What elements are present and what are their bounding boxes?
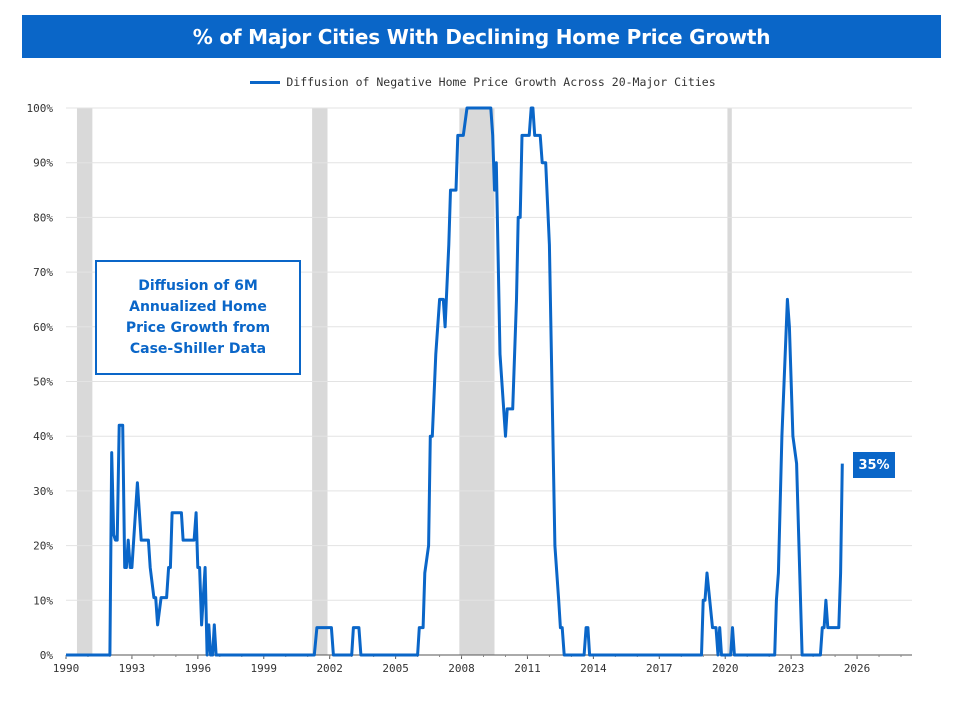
- legend-swatch: [250, 80, 281, 84]
- annotation-box: Diffusion of 6M Annualized Home Price Gr…: [95, 260, 301, 375]
- x-tick-label: 1999: [251, 662, 278, 675]
- x-tick-label: 2020: [712, 662, 739, 675]
- y-tick-label: 10%: [33, 594, 53, 607]
- x-tick-label: 1993: [119, 662, 146, 675]
- x-tick-label: 2002: [316, 662, 343, 675]
- x-tick-label: 2008: [448, 662, 475, 675]
- x-tick-label: 2026: [844, 662, 871, 675]
- x-tick-label: 2014: [580, 662, 607, 675]
- y-tick-label: 50%: [33, 376, 53, 389]
- y-tick-label: 80%: [33, 211, 53, 224]
- annotation-text: Diffusion of 6M Annualized Home Price Gr…: [125, 277, 271, 357]
- legend-label: Diffusion of Negative Home Price Growth …: [286, 75, 716, 89]
- end-value-label: 35%: [853, 452, 895, 478]
- x-tick-label: 2017: [646, 662, 673, 675]
- series-line: [66, 106, 844, 657]
- y-tick-label: 40%: [33, 430, 53, 443]
- y-tick-label: 90%: [33, 157, 53, 170]
- y-tick-label: 70%: [33, 266, 53, 279]
- chart-title: % of Major Cities With Declining Home Pr…: [22, 15, 941, 58]
- y-tick-label: 20%: [33, 540, 53, 553]
- x-tick-label: 2005: [382, 662, 409, 675]
- y-tick-label: 30%: [33, 485, 53, 498]
- y-tick-label: 100%: [27, 102, 54, 115]
- x-tick-label: 2023: [778, 662, 805, 675]
- x-tick-label: 1996: [185, 662, 212, 675]
- grid-lines: [66, 107, 912, 601]
- x-tick-label: 1990: [53, 662, 80, 675]
- axes: 0% 10% 20% 30% 40% 50% 60% 70% 80% 90% 100% 1990 199…: [27, 102, 912, 675]
- y-tick-label: 0%: [40, 649, 54, 662]
- series-layer: [66, 106, 844, 657]
- x-tick-label: 2011: [514, 662, 541, 675]
- chart-legend: Diffusion of Negative Home Price Growth …: [0, 72, 966, 92]
- y-tick-label: 60%: [33, 321, 53, 334]
